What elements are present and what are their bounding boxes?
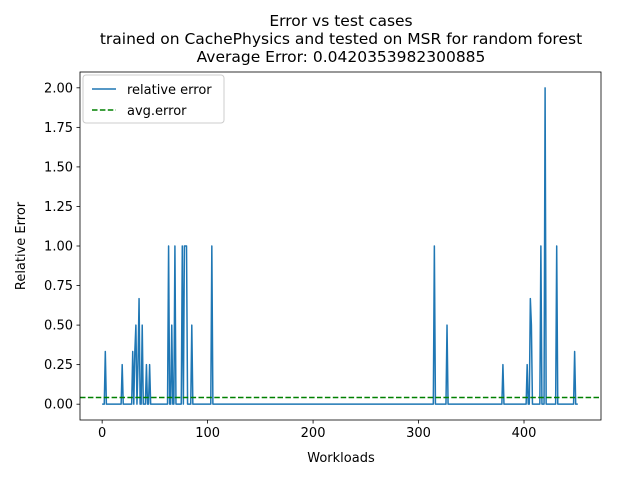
axis-ticks: 0 100 200 300 400 0.00 0.25 0.50 0.75 1.00 1.25 1.5… [44,81,536,441]
x-tick-label: 300 [406,426,431,441]
y-tick-label: 2.00 [44,81,73,96]
y-tick-label: 1.50 [44,160,73,175]
x-axis-label: Workloads [307,451,375,466]
x-tick-label: 0 [98,426,106,441]
x-tick-label: 400 [512,426,537,441]
y-tick-label: 0.75 [44,279,73,294]
chart-title-line-2: trained on CachePhysics and tested on MS… [100,30,582,48]
y-tick-label: 1.00 [44,240,73,255]
legend-label-relative-error: relative error [127,83,212,98]
legend: relative error avg.error [82,74,225,124]
y-axis-label: Relative Error [14,201,29,290]
x-tick-label: 200 [301,426,326,441]
legend-label-avg-error: avg.error [127,104,187,119]
legend-frame [82,74,225,124]
y-tick-label: 0.00 [44,398,73,413]
series-line-relative-error [102,87,578,405]
y-tick-label: 0.50 [44,319,73,334]
chart-title-line-3: Average Error: 0.0420353982300885 [197,48,486,66]
y-tick-label: 0.25 [44,358,73,373]
chart-title-line-1: Error vs test cases [269,12,412,30]
y-tick-label: 1.25 [44,200,73,215]
x-tick-label: 100 [195,426,220,441]
y-tick-label: 1.75 [44,121,73,136]
